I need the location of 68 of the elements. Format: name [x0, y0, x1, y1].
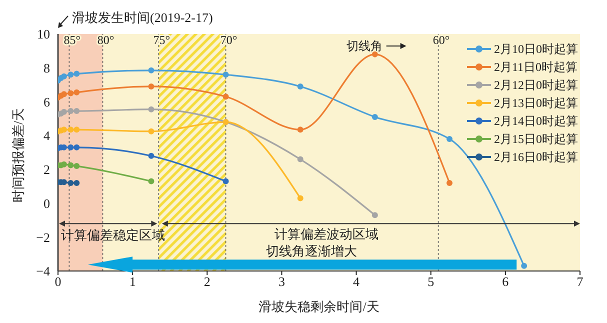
annotation: 计算偏差波动区域 [274, 226, 378, 242]
x-tick-label: 3 [278, 274, 285, 290]
annotation: 85° [64, 33, 81, 48]
x-tick-label: 1 [129, 274, 136, 290]
point [297, 156, 304, 162]
point [148, 67, 154, 74]
point [148, 178, 154, 184]
point [74, 180, 80, 186]
y-tick-label: 6 [44, 94, 50, 110]
point [148, 152, 154, 159]
annotation: 切线角 [346, 39, 382, 53]
y-tick-label: 2 [44, 162, 50, 178]
point [222, 178, 229, 184]
point [68, 144, 74, 150]
point [148, 128, 154, 134]
point [68, 126, 74, 133]
x-tick-label: 7 [576, 274, 584, 290]
point [446, 136, 452, 142]
point [222, 72, 229, 78]
point [68, 162, 74, 168]
point [60, 108, 67, 115]
x-tick-label: 4 [353, 274, 360, 290]
legend-label: 2月14日0时起算 [494, 112, 578, 130]
point [297, 195, 304, 202]
point [74, 126, 80, 133]
legend-label: 2月13日0时起算 [494, 94, 578, 112]
point [372, 212, 378, 218]
legend-label: 2月12日0时起算 [494, 76, 578, 94]
x-tick-label: 5 [428, 274, 434, 290]
point [148, 106, 154, 112]
y-tick-label: 0 [44, 196, 50, 211]
point [148, 83, 154, 90]
point [74, 144, 80, 150]
x-tick-label: 2 [204, 274, 210, 290]
point [521, 262, 528, 269]
point [372, 114, 378, 120]
point [60, 73, 67, 80]
legend-label: 2月15日0时起算 [494, 130, 578, 148]
point [297, 83, 304, 90]
point [74, 108, 80, 114]
point [222, 94, 229, 100]
x-axis-title: 滑坡失稳剩余时间/天 [258, 299, 380, 314]
point [372, 51, 378, 58]
point [74, 70, 80, 77]
point [68, 90, 74, 96]
point [68, 180, 74, 186]
y-tick-label: 10 [37, 26, 50, 42]
point [60, 91, 67, 98]
text: 滑坡发生时间(2019-2-17) [72, 10, 213, 25]
annotation: 切线角逐渐增大 [266, 244, 358, 259]
point [446, 180, 452, 186]
y-tick-label: −2 [36, 230, 50, 245]
point [68, 108, 74, 114]
y-axis-title: 时间预报偏差/天 [10, 108, 26, 202]
legend-label: 2月10日0时起算 [494, 40, 578, 58]
point [68, 72, 74, 78]
point [74, 163, 80, 170]
y-tick-label: 4 [44, 128, 50, 144]
y-tick-label: −4 [36, 264, 50, 279]
annotation: 80° [97, 33, 114, 48]
point [297, 126, 304, 133]
legend-label: 2月11日0时起算 [494, 58, 578, 76]
y-tick-label: 8 [44, 60, 50, 76]
x-tick-label: 0 [54, 274, 62, 290]
legend-label: 2月16日0时起算 [494, 148, 578, 166]
annotation: 60° [432, 33, 450, 48]
point [74, 89, 80, 96]
x-tick-label: 6 [502, 274, 510, 290]
